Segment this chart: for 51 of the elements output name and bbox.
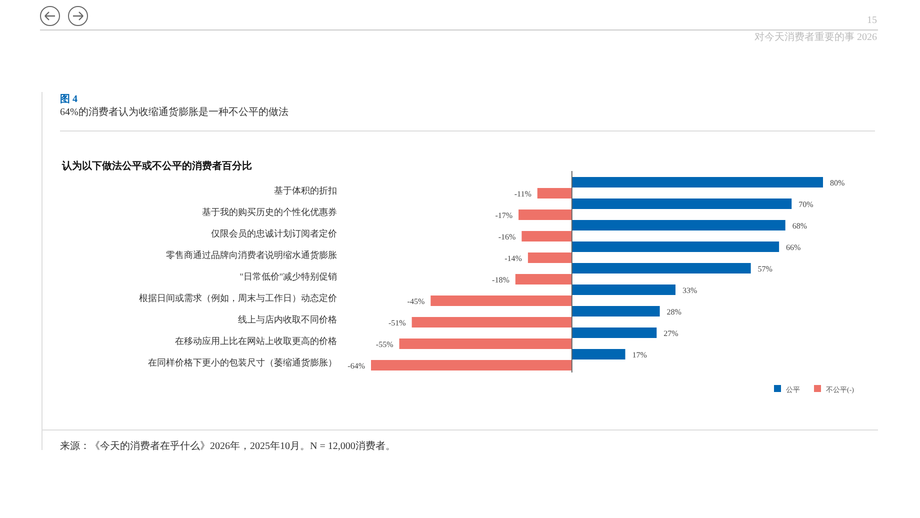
y-tick-label: 在同样价格下更小的包装尺寸（萎缩通货膨胀） xyxy=(148,358,337,368)
bar xyxy=(399,338,572,349)
y-tick-label: 基于体积的折扣 xyxy=(274,186,337,196)
bar xyxy=(537,188,572,198)
y-tick-label: 仅限会员的忠诚计划订阅者定价 xyxy=(211,228,337,238)
bar xyxy=(371,360,572,370)
data-label: 66% xyxy=(786,242,802,252)
data-label: -55% xyxy=(376,340,394,349)
data-label: 57% xyxy=(758,264,773,274)
data-label: 68% xyxy=(792,221,808,230)
data-label: -45% xyxy=(407,296,425,306)
data-label: -64% xyxy=(348,361,366,370)
bar xyxy=(522,231,572,242)
y-tick-label: "日常低价"减少特别促销 xyxy=(240,272,337,282)
bar xyxy=(572,220,786,230)
y-tick-label: 在移动应用上比在网站上收取更高的价格 xyxy=(175,336,337,346)
bar xyxy=(572,263,751,274)
text: 认为以下做法公平或不公平的消费者百分比 xyxy=(61,160,252,172)
bar xyxy=(572,198,792,209)
data-label: 27% xyxy=(664,328,679,338)
bar xyxy=(430,296,572,306)
data-label: 28% xyxy=(666,307,682,316)
data-label: -18% xyxy=(492,275,510,284)
text: 64%的消费者认为收缩通货膨胀是一种不公平的做法 xyxy=(60,106,288,118)
bar xyxy=(572,349,626,360)
y-tick-label: 基于我的购买历史的个性化优惠券 xyxy=(202,207,337,217)
text: 对今天消费者重要的事 2026 xyxy=(754,31,877,43)
bar xyxy=(528,252,572,263)
data-label: 33% xyxy=(682,286,698,295)
bar xyxy=(572,328,657,338)
bar xyxy=(412,317,572,328)
bar xyxy=(572,284,676,295)
data-label: -16% xyxy=(498,232,516,242)
data-label: 80% xyxy=(830,178,845,188)
source-note: 来源：《今天的消费者在乎什么》2026年，2025年10月。N = 12,000消费者。 xyxy=(60,440,396,452)
data-label: -14% xyxy=(504,254,522,263)
data-label: -51% xyxy=(388,318,406,328)
bar xyxy=(518,210,572,220)
data-label: -17% xyxy=(495,210,513,220)
bar xyxy=(515,274,572,284)
text: 15 xyxy=(867,15,877,26)
bar xyxy=(572,177,823,188)
y-tick-label: 线上与店内收取不同价格 xyxy=(238,314,337,324)
y-tick-label: 零售商通过品牌向消费者说明缩水通货膨胀 xyxy=(166,250,337,260)
y-tick-label: 根据日间或需求（例如，周末与工作日）动态定价 xyxy=(139,293,337,303)
text: 图 4 xyxy=(60,94,78,105)
data-label: -11% xyxy=(514,189,532,198)
bar xyxy=(572,306,660,316)
bar xyxy=(572,242,780,252)
data-label: 70% xyxy=(798,200,814,209)
data-label: 17% xyxy=(632,350,648,360)
